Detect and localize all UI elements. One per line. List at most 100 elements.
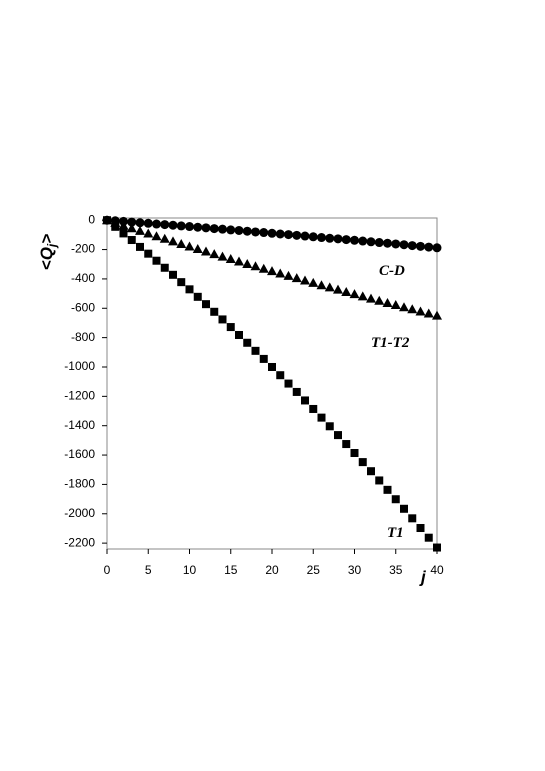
point xyxy=(349,289,360,299)
point xyxy=(135,225,145,235)
point xyxy=(202,300,210,309)
point xyxy=(226,225,236,235)
point xyxy=(234,225,244,235)
point xyxy=(317,233,326,243)
point xyxy=(144,249,153,258)
point xyxy=(366,293,376,303)
point xyxy=(375,476,384,485)
point xyxy=(341,235,351,245)
point xyxy=(366,237,376,247)
point xyxy=(300,231,310,241)
point xyxy=(160,263,169,272)
point xyxy=(292,387,301,396)
point xyxy=(276,371,285,380)
point xyxy=(217,251,228,261)
point xyxy=(250,261,261,271)
point xyxy=(127,217,137,227)
point xyxy=(292,230,302,240)
point xyxy=(177,278,186,287)
point xyxy=(259,228,269,238)
y-tick-label: -200 xyxy=(71,242,95,256)
x-tick-label: 10 xyxy=(183,563,197,577)
y-tick-label: -600 xyxy=(71,300,95,314)
point xyxy=(184,241,195,251)
point xyxy=(358,236,368,246)
point xyxy=(350,235,359,245)
point xyxy=(308,277,319,287)
y-tick-label: -2000 xyxy=(64,506,95,520)
point xyxy=(358,458,367,467)
point xyxy=(176,238,187,248)
point xyxy=(242,258,253,268)
point xyxy=(291,273,302,283)
x-tick-label: 15 xyxy=(224,563,238,577)
point xyxy=(283,270,294,280)
point xyxy=(416,524,425,533)
point xyxy=(118,220,129,230)
point xyxy=(390,300,401,310)
y-tick-label: -1600 xyxy=(64,447,95,461)
point xyxy=(432,310,442,320)
point xyxy=(209,249,220,259)
point xyxy=(432,243,442,253)
point xyxy=(267,228,277,238)
point xyxy=(408,514,417,523)
y-tick-label: 0 xyxy=(88,212,95,226)
point xyxy=(135,218,145,228)
point xyxy=(342,440,351,449)
point xyxy=(383,238,392,248)
point xyxy=(316,280,327,290)
point xyxy=(284,230,293,240)
point xyxy=(235,330,243,339)
point xyxy=(152,219,161,229)
point xyxy=(218,315,227,324)
point xyxy=(317,413,326,422)
series-label: T1 xyxy=(387,525,404,541)
point xyxy=(119,229,128,238)
x-tick-label: 25 xyxy=(307,563,321,577)
point xyxy=(275,229,285,239)
point xyxy=(201,223,211,233)
point xyxy=(424,533,433,542)
point xyxy=(201,246,211,256)
y-axis-label: <Qj> xyxy=(37,234,59,271)
point xyxy=(193,292,202,301)
point xyxy=(234,256,244,266)
point xyxy=(391,239,401,249)
point xyxy=(159,233,170,243)
point xyxy=(251,346,260,355)
point xyxy=(168,236,178,246)
point xyxy=(268,362,276,371)
point xyxy=(399,240,409,250)
point xyxy=(350,449,359,458)
y-tick-label: -800 xyxy=(71,330,95,344)
point xyxy=(192,243,203,253)
point xyxy=(415,306,426,316)
series-label: T1-T2 xyxy=(371,335,410,351)
point xyxy=(424,242,434,252)
point xyxy=(160,220,170,230)
point xyxy=(382,297,393,307)
point xyxy=(111,222,120,231)
point xyxy=(383,485,392,494)
point xyxy=(374,238,384,248)
point xyxy=(168,220,178,230)
point xyxy=(127,236,136,245)
point xyxy=(357,291,368,301)
x-tick-label: 35 xyxy=(389,563,403,577)
point xyxy=(308,232,318,242)
y-tick-label: -400 xyxy=(71,271,95,285)
point xyxy=(333,284,343,294)
point xyxy=(333,234,343,244)
point xyxy=(176,221,186,231)
point xyxy=(367,467,375,476)
point xyxy=(325,233,335,243)
point xyxy=(242,226,252,236)
point xyxy=(209,224,219,234)
point xyxy=(407,241,417,251)
x-tick-label: 20 xyxy=(265,563,279,577)
x-axis-label: j xyxy=(419,567,427,586)
point xyxy=(225,253,236,263)
point xyxy=(423,308,434,318)
